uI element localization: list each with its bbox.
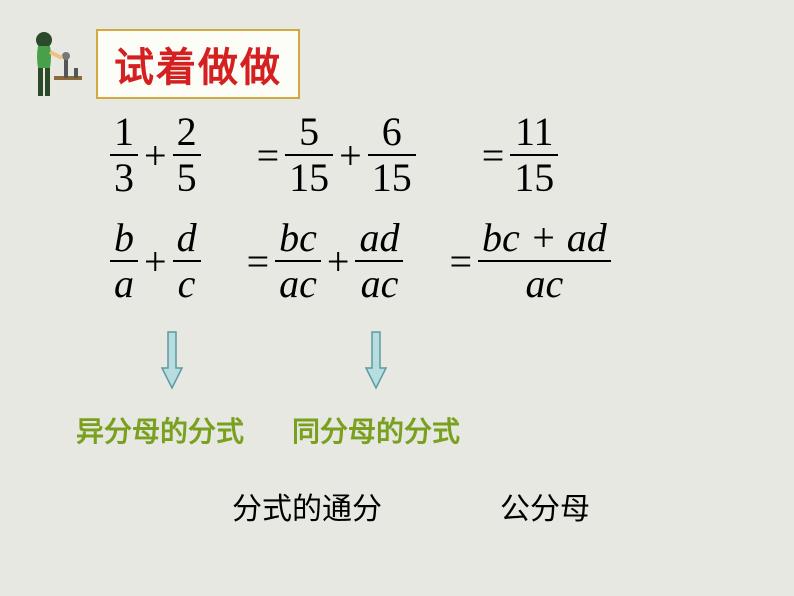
label-gongfenmu: 公分母 — [500, 484, 590, 528]
fraction-b-a: b a — [110, 218, 138, 304]
equals: = — [443, 238, 478, 285]
equals: = — [241, 238, 276, 285]
down-arrow-icon — [364, 330, 388, 390]
title: 试着做做 — [114, 45, 282, 90]
equation-row-2: b a + d c = bc ac + ad ac = bc + ad ac — [110, 218, 611, 304]
plus: + — [138, 132, 173, 179]
equals: = — [251, 132, 286, 179]
fraction-11-15: 11 15 — [510, 112, 558, 198]
fraction-ad-ac: ad ac — [355, 218, 403, 304]
title-box: 试着做做 — [96, 29, 300, 99]
label-same-denominator: 同分母的分式 — [292, 410, 460, 450]
label-different-denominator: 异分母的分式 — [76, 410, 244, 450]
equals: = — [476, 132, 511, 179]
header: 试着做做 — [24, 28, 300, 100]
fraction-5-15: 5 15 — [285, 112, 333, 198]
fraction-6-15: 6 15 — [368, 112, 416, 198]
fraction-2-5: 2 5 — [173, 112, 201, 198]
plus: + — [321, 238, 356, 285]
fraction-bc-ac: bc ac — [275, 218, 321, 304]
equation-row-1: 1 3 + 2 5 = 5 15 + 6 15 = 11 15 — [110, 112, 558, 198]
fraction-bcad-ac: bc + ad ac — [478, 218, 611, 304]
student-microscope-icon — [24, 28, 84, 100]
plus: + — [333, 132, 368, 179]
plus: + — [138, 238, 173, 285]
fraction-1-3: 1 3 — [110, 112, 138, 198]
fraction-d-c: d c — [173, 218, 201, 304]
label-tongfen: 分式的通分 — [232, 484, 382, 528]
down-arrow-icon — [160, 330, 184, 390]
